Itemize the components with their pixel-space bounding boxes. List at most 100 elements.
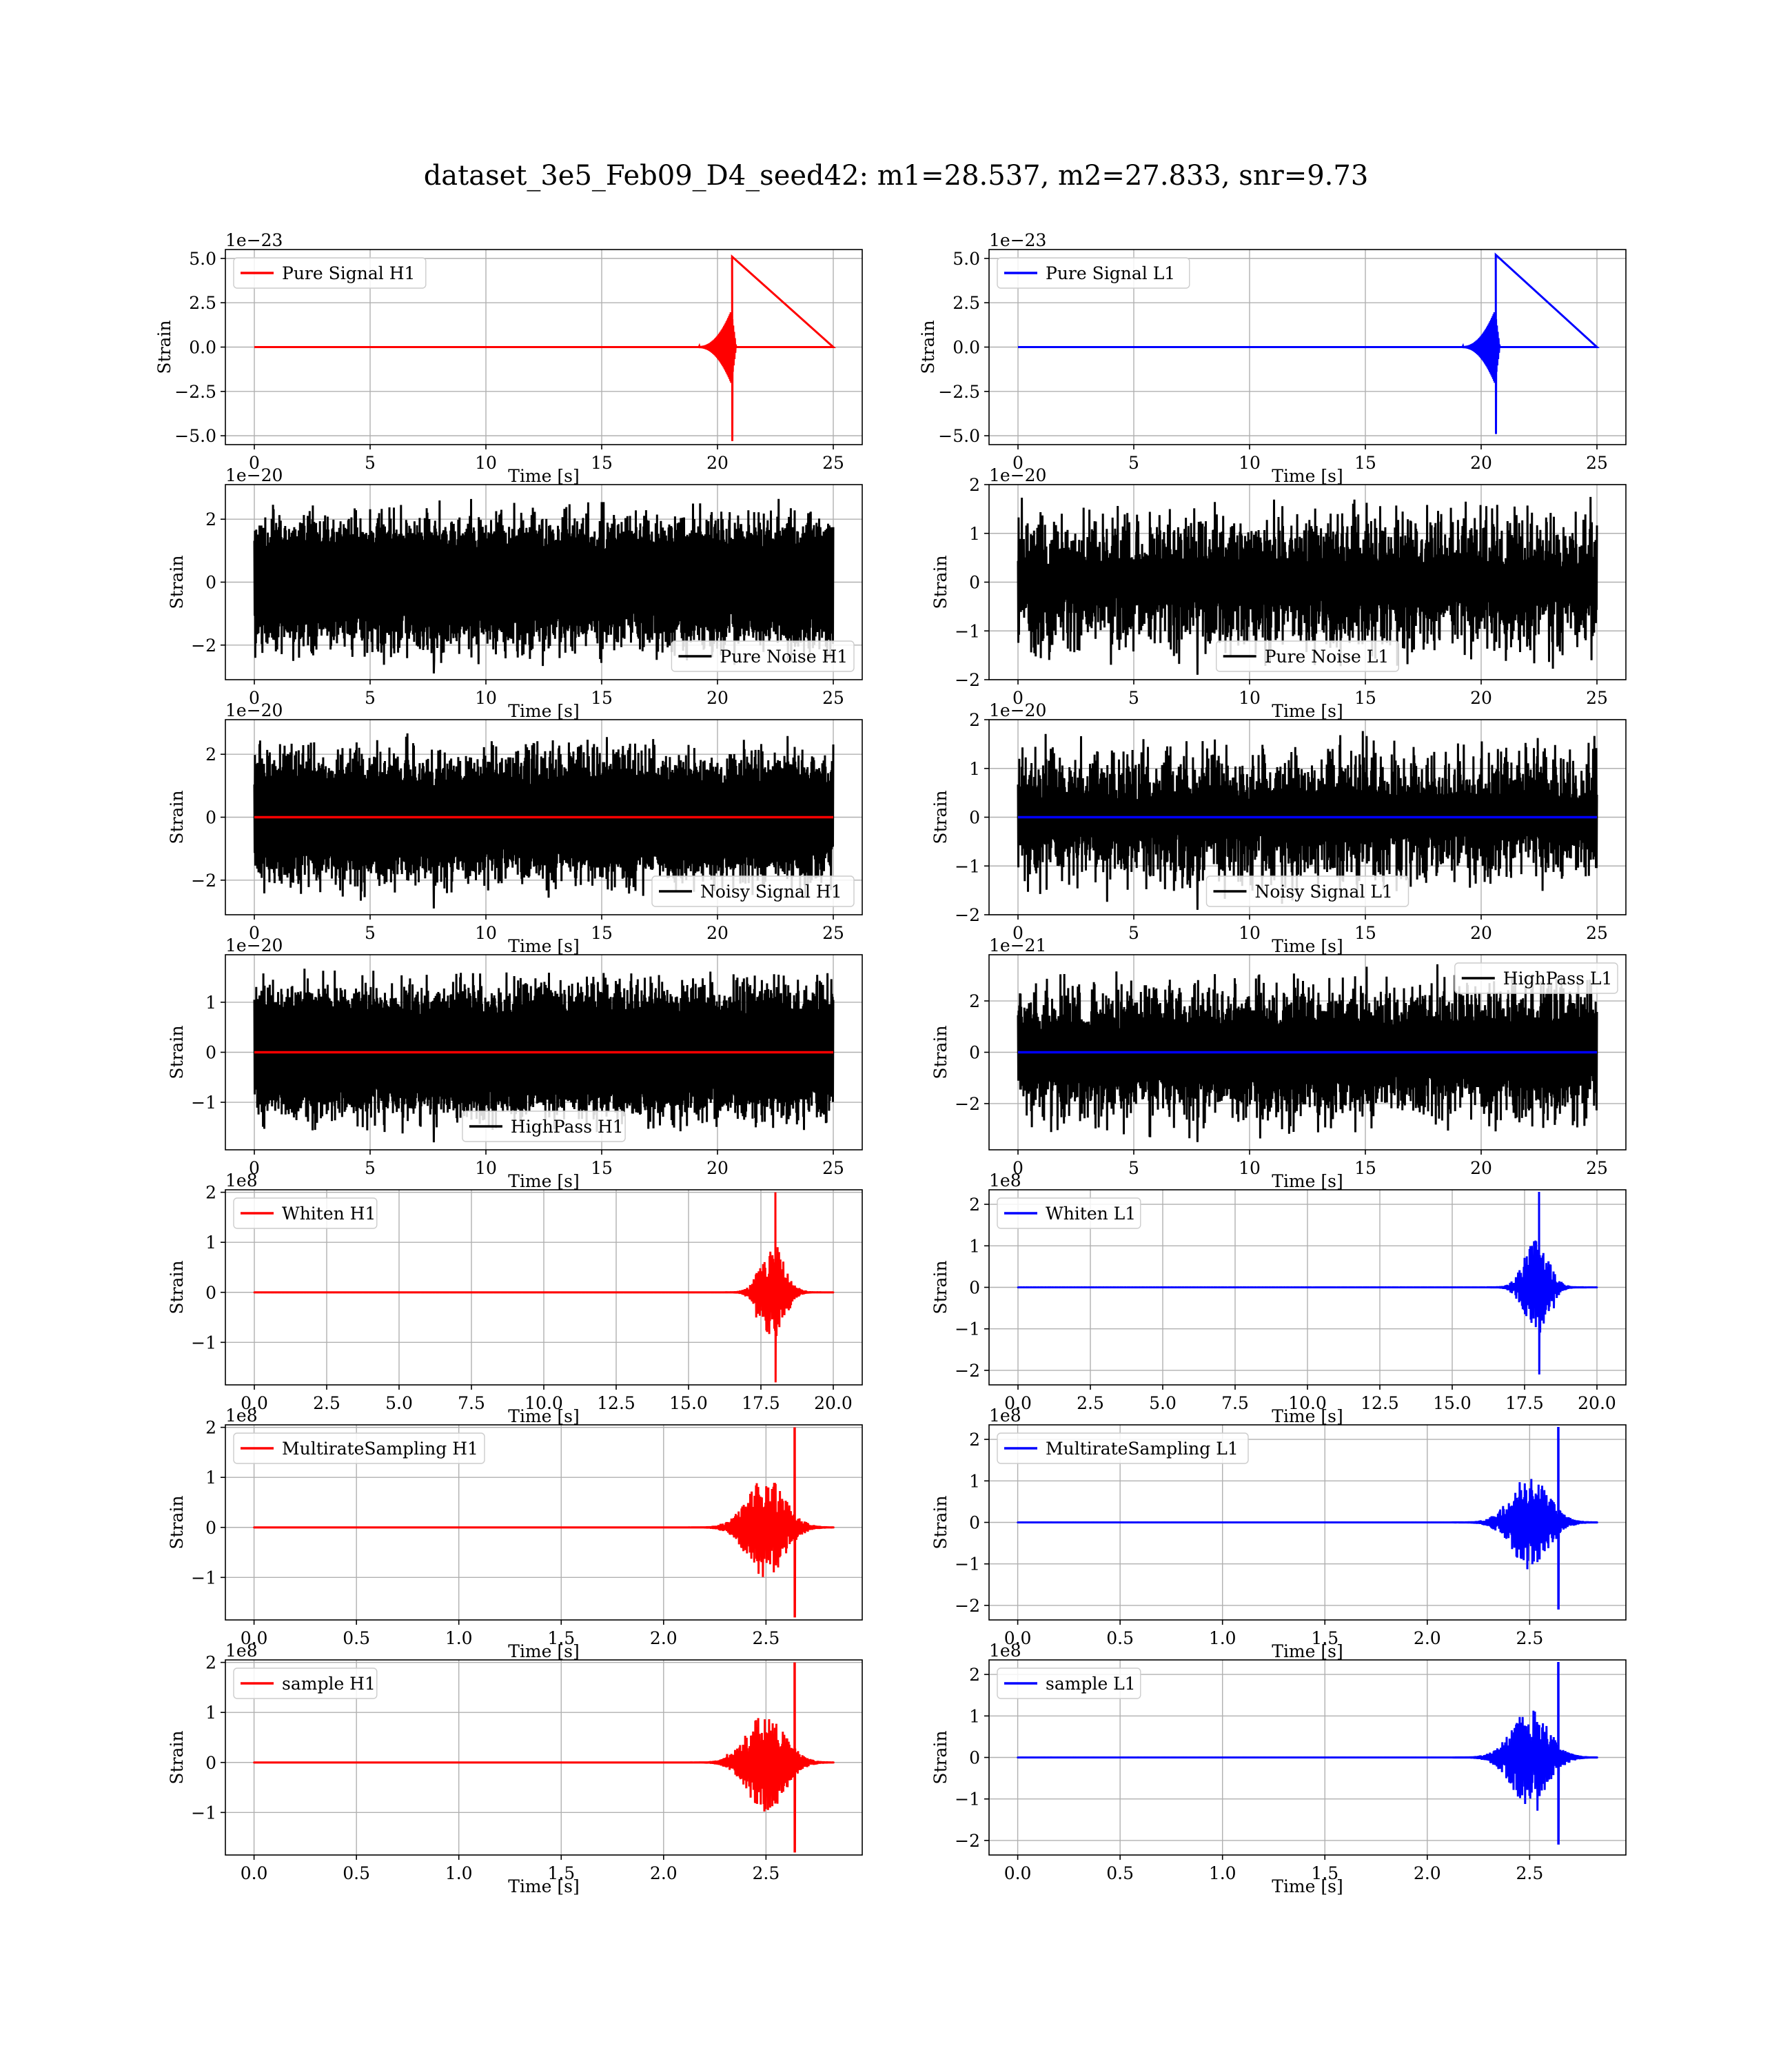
x-tick-label: 25 bbox=[822, 688, 844, 708]
subplot-6-0: 0.0 0.5 1.0 1.5 2.0 2.5 −1 0 1 2 1e8 Time [s] Strain… bbox=[167, 1641, 863, 1896]
x-tick-label: 0.0 bbox=[1004, 1863, 1032, 1883]
y-tick-label: 2 bbox=[205, 744, 216, 764]
x-tick-label: 0.5 bbox=[343, 1863, 370, 1883]
x-tick-label: 10 bbox=[475, 1158, 497, 1178]
y-tick-label: 0.0 bbox=[953, 338, 980, 358]
y-tick-label: 0 bbox=[969, 1043, 980, 1063]
x-tick-label: 1.0 bbox=[1209, 1628, 1236, 1648]
x-tick-label: 25 bbox=[1586, 453, 1608, 473]
y-tick-label: 0 bbox=[205, 1283, 216, 1303]
legend: Noisy Signal L1 bbox=[1205, 875, 1409, 907]
legend-label: sample L1 bbox=[1046, 1674, 1136, 1694]
legend: Noisy Signal H1 bbox=[651, 875, 855, 907]
legend-label: Pure Signal H1 bbox=[282, 263, 415, 283]
y-axis-label: Strain bbox=[930, 1495, 950, 1549]
x-tick-label: 5 bbox=[1128, 688, 1139, 708]
offset-text: 1e−20 bbox=[225, 700, 283, 720]
x-tick-label: 0.5 bbox=[1106, 1628, 1134, 1648]
x-tick-label: 15 bbox=[1354, 453, 1376, 473]
y-axis-label: Strain bbox=[167, 555, 187, 609]
x-tick-label: 20.0 bbox=[814, 1393, 853, 1413]
offset-text: 1e−20 bbox=[989, 700, 1046, 720]
y-tick-label: 2 bbox=[205, 1183, 216, 1203]
x-axis-label: Time [s] bbox=[1272, 936, 1343, 956]
x-tick-label: 1.5 bbox=[547, 1863, 575, 1883]
y-tick-label: 0.0 bbox=[189, 338, 216, 358]
series-line bbox=[253, 1662, 835, 1853]
y-tick-label: −5.0 bbox=[174, 426, 216, 446]
x-tick-label: 0.5 bbox=[1106, 1863, 1134, 1883]
x-tick-label: 20 bbox=[1470, 923, 1492, 943]
x-tick-label: 0 bbox=[1012, 1158, 1024, 1178]
series-line bbox=[1017, 1426, 1598, 1610]
x-tick-label: 17.5 bbox=[1505, 1393, 1544, 1413]
series-line bbox=[253, 733, 835, 909]
legend-box bbox=[233, 1197, 378, 1229]
x-tick-label: 20 bbox=[1470, 453, 1492, 473]
y-axis-label: Strain bbox=[167, 1495, 187, 1549]
y-axis-label: Strain bbox=[930, 1730, 950, 1784]
legend-box bbox=[997, 1667, 1141, 1699]
x-tick-label: 5 bbox=[365, 688, 376, 708]
legend-box bbox=[651, 875, 855, 907]
y-tick-label: −2 bbox=[955, 670, 980, 690]
x-axis-label: Time [s] bbox=[1272, 1641, 1343, 1661]
y-tick-label: 0 bbox=[969, 1748, 980, 1768]
x-tick-label: 15 bbox=[1354, 1158, 1376, 1178]
offset-text: 1e−21 bbox=[989, 935, 1046, 955]
y-tick-label: −2 bbox=[955, 1094, 980, 1114]
series-line bbox=[1017, 496, 1598, 675]
y-tick-label: 1 bbox=[969, 1706, 980, 1726]
y-tick-label: −2 bbox=[955, 1361, 980, 1381]
x-tick-label: 1.0 bbox=[445, 1628, 473, 1648]
y-axis-label: Strain bbox=[918, 320, 938, 374]
y-tick-label: 5.0 bbox=[953, 249, 980, 269]
y-axis-label: Strain bbox=[930, 1260, 950, 1314]
x-tick-label: 15 bbox=[591, 1158, 613, 1178]
y-tick-label: 0 bbox=[205, 1518, 216, 1538]
y-tick-label: 1 bbox=[205, 1468, 216, 1488]
x-tick-label: 0.0 bbox=[241, 1393, 268, 1413]
offset-text: 1e−20 bbox=[225, 465, 283, 485]
subplot-6-1: 0.0 0.5 1.0 1.5 2.0 2.5 −2 −1 0 1 2 1e8 Time [s] Stra… bbox=[930, 1641, 1627, 1896]
y-tick-label: −2.5 bbox=[174, 382, 216, 402]
y-axis-label: Strain bbox=[167, 1260, 187, 1314]
y-tick-label: −1 bbox=[955, 1790, 980, 1810]
x-tick-label: 25 bbox=[822, 923, 844, 943]
series-group bbox=[1017, 1426, 1598, 1610]
y-tick-label: 2 bbox=[969, 1665, 980, 1685]
subplot-2-0: 0 5 10 15 20 25 −2 0 2 1e−20 Time [s] Strain Noisy S… bbox=[167, 700, 863, 956]
legend: Pure Noise H1 bbox=[671, 640, 855, 672]
subplot-1-1: 0 5 10 15 20 25 −2 −1 0 1 2 1e−20 Time [s] Strain Pure… bbox=[930, 465, 1627, 721]
x-tick-label: 2.0 bbox=[650, 1863, 678, 1883]
x-tick-label: 25 bbox=[1586, 688, 1608, 708]
x-axis-label: Time [s] bbox=[1272, 466, 1343, 486]
y-axis-label: Strain bbox=[154, 320, 174, 374]
series-line bbox=[253, 1427, 835, 1618]
subplot-2-1: 0 5 10 15 20 25 −2 −1 0 1 2 1e−20 Time [s] Strain Nois… bbox=[930, 700, 1627, 956]
x-tick-label: 0.0 bbox=[241, 1863, 268, 1883]
x-tick-label: 10 bbox=[475, 923, 497, 943]
x-tick-label: 12.5 bbox=[1361, 1393, 1399, 1413]
y-tick-label: 2 bbox=[205, 509, 216, 529]
offset-text: 1e8 bbox=[225, 1170, 258, 1190]
x-tick-label: 1.5 bbox=[1311, 1628, 1338, 1648]
series-group bbox=[1017, 1661, 1598, 1845]
x-tick-label: 15 bbox=[591, 923, 613, 943]
y-tick-label: 0 bbox=[969, 573, 980, 593]
x-tick-label: 1.0 bbox=[1209, 1863, 1236, 1883]
series-group bbox=[253, 498, 835, 673]
x-tick-label: 2.5 bbox=[313, 1393, 340, 1413]
legend: sample L1 bbox=[997, 1667, 1141, 1699]
y-tick-label: 1 bbox=[205, 1233, 216, 1253]
x-tick-label: 0 bbox=[1012, 453, 1024, 473]
y-tick-label: 2 bbox=[969, 475, 980, 495]
x-tick-label: 25 bbox=[822, 453, 844, 473]
subplot-5-0: 0.0 0.5 1.0 1.5 2.0 2.5 −1 0 1 2 1e8 Time [s] Strain… bbox=[167, 1406, 863, 1661]
legend-box bbox=[997, 257, 1190, 289]
x-tick-label: 10 bbox=[475, 688, 497, 708]
series-group bbox=[1017, 731, 1598, 910]
x-tick-label: 10 bbox=[475, 453, 497, 473]
subplot-3-0: 0 5 10 15 20 25 −1 0 1 1e−20 Time [s] Strain HighPas… bbox=[167, 935, 863, 1191]
